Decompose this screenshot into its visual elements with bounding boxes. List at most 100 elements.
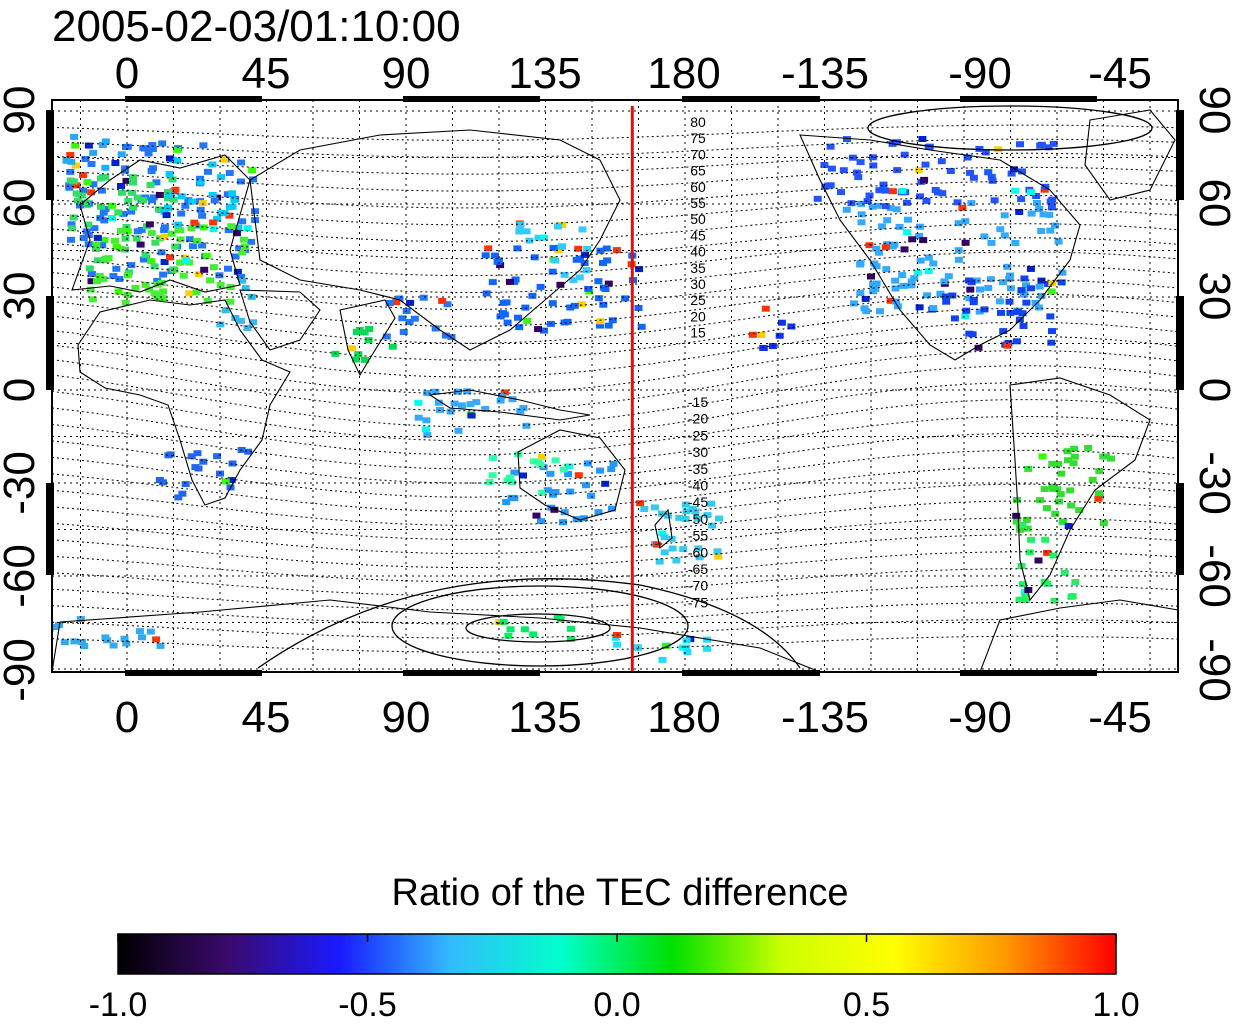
tec-cell xyxy=(213,215,222,222)
tec-cell xyxy=(1041,536,1050,543)
tec-cell xyxy=(67,236,75,243)
tec-cell xyxy=(488,279,497,286)
tec-cell xyxy=(1088,476,1097,483)
tec-cell xyxy=(176,259,185,266)
tec-cell xyxy=(87,189,96,196)
tec-cell xyxy=(1021,593,1030,600)
tec-cell xyxy=(155,235,164,242)
tec-cell xyxy=(1007,170,1016,177)
tec-cell xyxy=(108,215,116,221)
tec-cell xyxy=(931,187,940,193)
tec-cell xyxy=(984,169,993,176)
tec-cell xyxy=(1069,460,1078,467)
tec-cell xyxy=(876,308,884,315)
tec-cell xyxy=(209,219,218,226)
tec-cell xyxy=(1039,211,1048,218)
tec-cell xyxy=(961,313,970,320)
tec-cell xyxy=(147,230,156,237)
tec-cell xyxy=(1048,328,1056,335)
tec-cell xyxy=(1017,287,1026,294)
tec-cell xyxy=(536,283,545,290)
tec-cell xyxy=(1051,510,1060,517)
tec-cell xyxy=(1045,211,1054,218)
tec-cell xyxy=(181,202,190,209)
lat-tick-left: 90 xyxy=(0,86,44,135)
tec-cell xyxy=(515,324,524,331)
tec-cell xyxy=(503,319,512,326)
tec-cell xyxy=(566,304,575,311)
tec-cell xyxy=(364,337,373,344)
tec-cell xyxy=(856,159,865,166)
tec-cell xyxy=(114,209,123,216)
contour-label: 35 xyxy=(690,260,706,276)
lon-tick-bottom: -135 xyxy=(781,693,869,742)
tec-cell xyxy=(162,212,171,219)
tec-cell xyxy=(351,356,360,363)
tec-cell xyxy=(865,242,874,249)
tec-cell xyxy=(237,274,246,280)
tec-cell xyxy=(984,285,993,291)
tec-cell xyxy=(1042,505,1051,512)
contour-label: -35 xyxy=(688,461,708,477)
tec-cell xyxy=(122,640,131,647)
tec-cell xyxy=(136,241,145,248)
tec-cell xyxy=(958,204,967,211)
tec-cell xyxy=(120,635,129,642)
tec-cell xyxy=(663,512,672,519)
tec-cell xyxy=(500,311,509,318)
contour-label: 25 xyxy=(690,292,706,308)
tec-cell xyxy=(556,281,565,288)
tec-cell xyxy=(228,460,237,467)
tec-cell xyxy=(980,306,989,313)
tec-cell xyxy=(467,412,476,419)
tec-cell xyxy=(748,331,757,338)
tec-cell xyxy=(536,461,545,468)
tec-cell xyxy=(857,219,866,226)
tec-cell xyxy=(522,228,531,235)
tec-cell xyxy=(249,319,258,326)
tec-cell xyxy=(1066,487,1075,494)
lat-tick-left: -90 xyxy=(0,638,44,702)
tec-cell xyxy=(177,210,186,217)
frame-tick-bar xyxy=(682,96,820,102)
tec-cell xyxy=(1021,596,1030,603)
pole-contour xyxy=(391,585,689,667)
tec-cell xyxy=(121,167,129,174)
tec-cell xyxy=(166,254,174,261)
tec-cell xyxy=(1006,285,1015,292)
tec-cell xyxy=(886,297,895,304)
tec-cell xyxy=(421,426,430,433)
frame-tick-bar xyxy=(46,110,54,200)
tec-cell xyxy=(231,315,240,321)
tec-cell xyxy=(914,167,923,174)
frame-tick-bar xyxy=(960,670,1097,676)
tec-cell xyxy=(496,262,505,269)
tec-cell xyxy=(650,504,659,511)
tec-cell xyxy=(194,465,203,472)
tec-cell xyxy=(208,192,217,198)
tec-cell xyxy=(908,236,917,243)
tec-cell xyxy=(87,278,96,285)
tec-cell xyxy=(519,405,528,411)
tec-cell xyxy=(348,345,357,352)
tec-cell xyxy=(554,223,563,230)
contour-label: -50 xyxy=(688,511,708,527)
tec-cell xyxy=(873,202,882,209)
tec-cell xyxy=(163,189,172,195)
contour-label: -70 xyxy=(688,578,708,594)
tec-cell xyxy=(84,142,93,149)
tec-cell xyxy=(128,174,137,181)
tec-cell xyxy=(472,399,481,406)
tec-cell xyxy=(510,469,519,476)
tec-cell xyxy=(581,251,590,258)
lon-tick-top: 0 xyxy=(115,49,139,98)
tec-cell xyxy=(965,295,974,302)
tec-cell xyxy=(537,518,545,525)
tec-cell xyxy=(937,158,946,165)
contour-label: 80 xyxy=(690,114,706,130)
tec-cell xyxy=(122,177,131,184)
tec-cell xyxy=(565,463,574,470)
tec-cell xyxy=(96,215,105,222)
tec-cell xyxy=(1018,168,1026,175)
